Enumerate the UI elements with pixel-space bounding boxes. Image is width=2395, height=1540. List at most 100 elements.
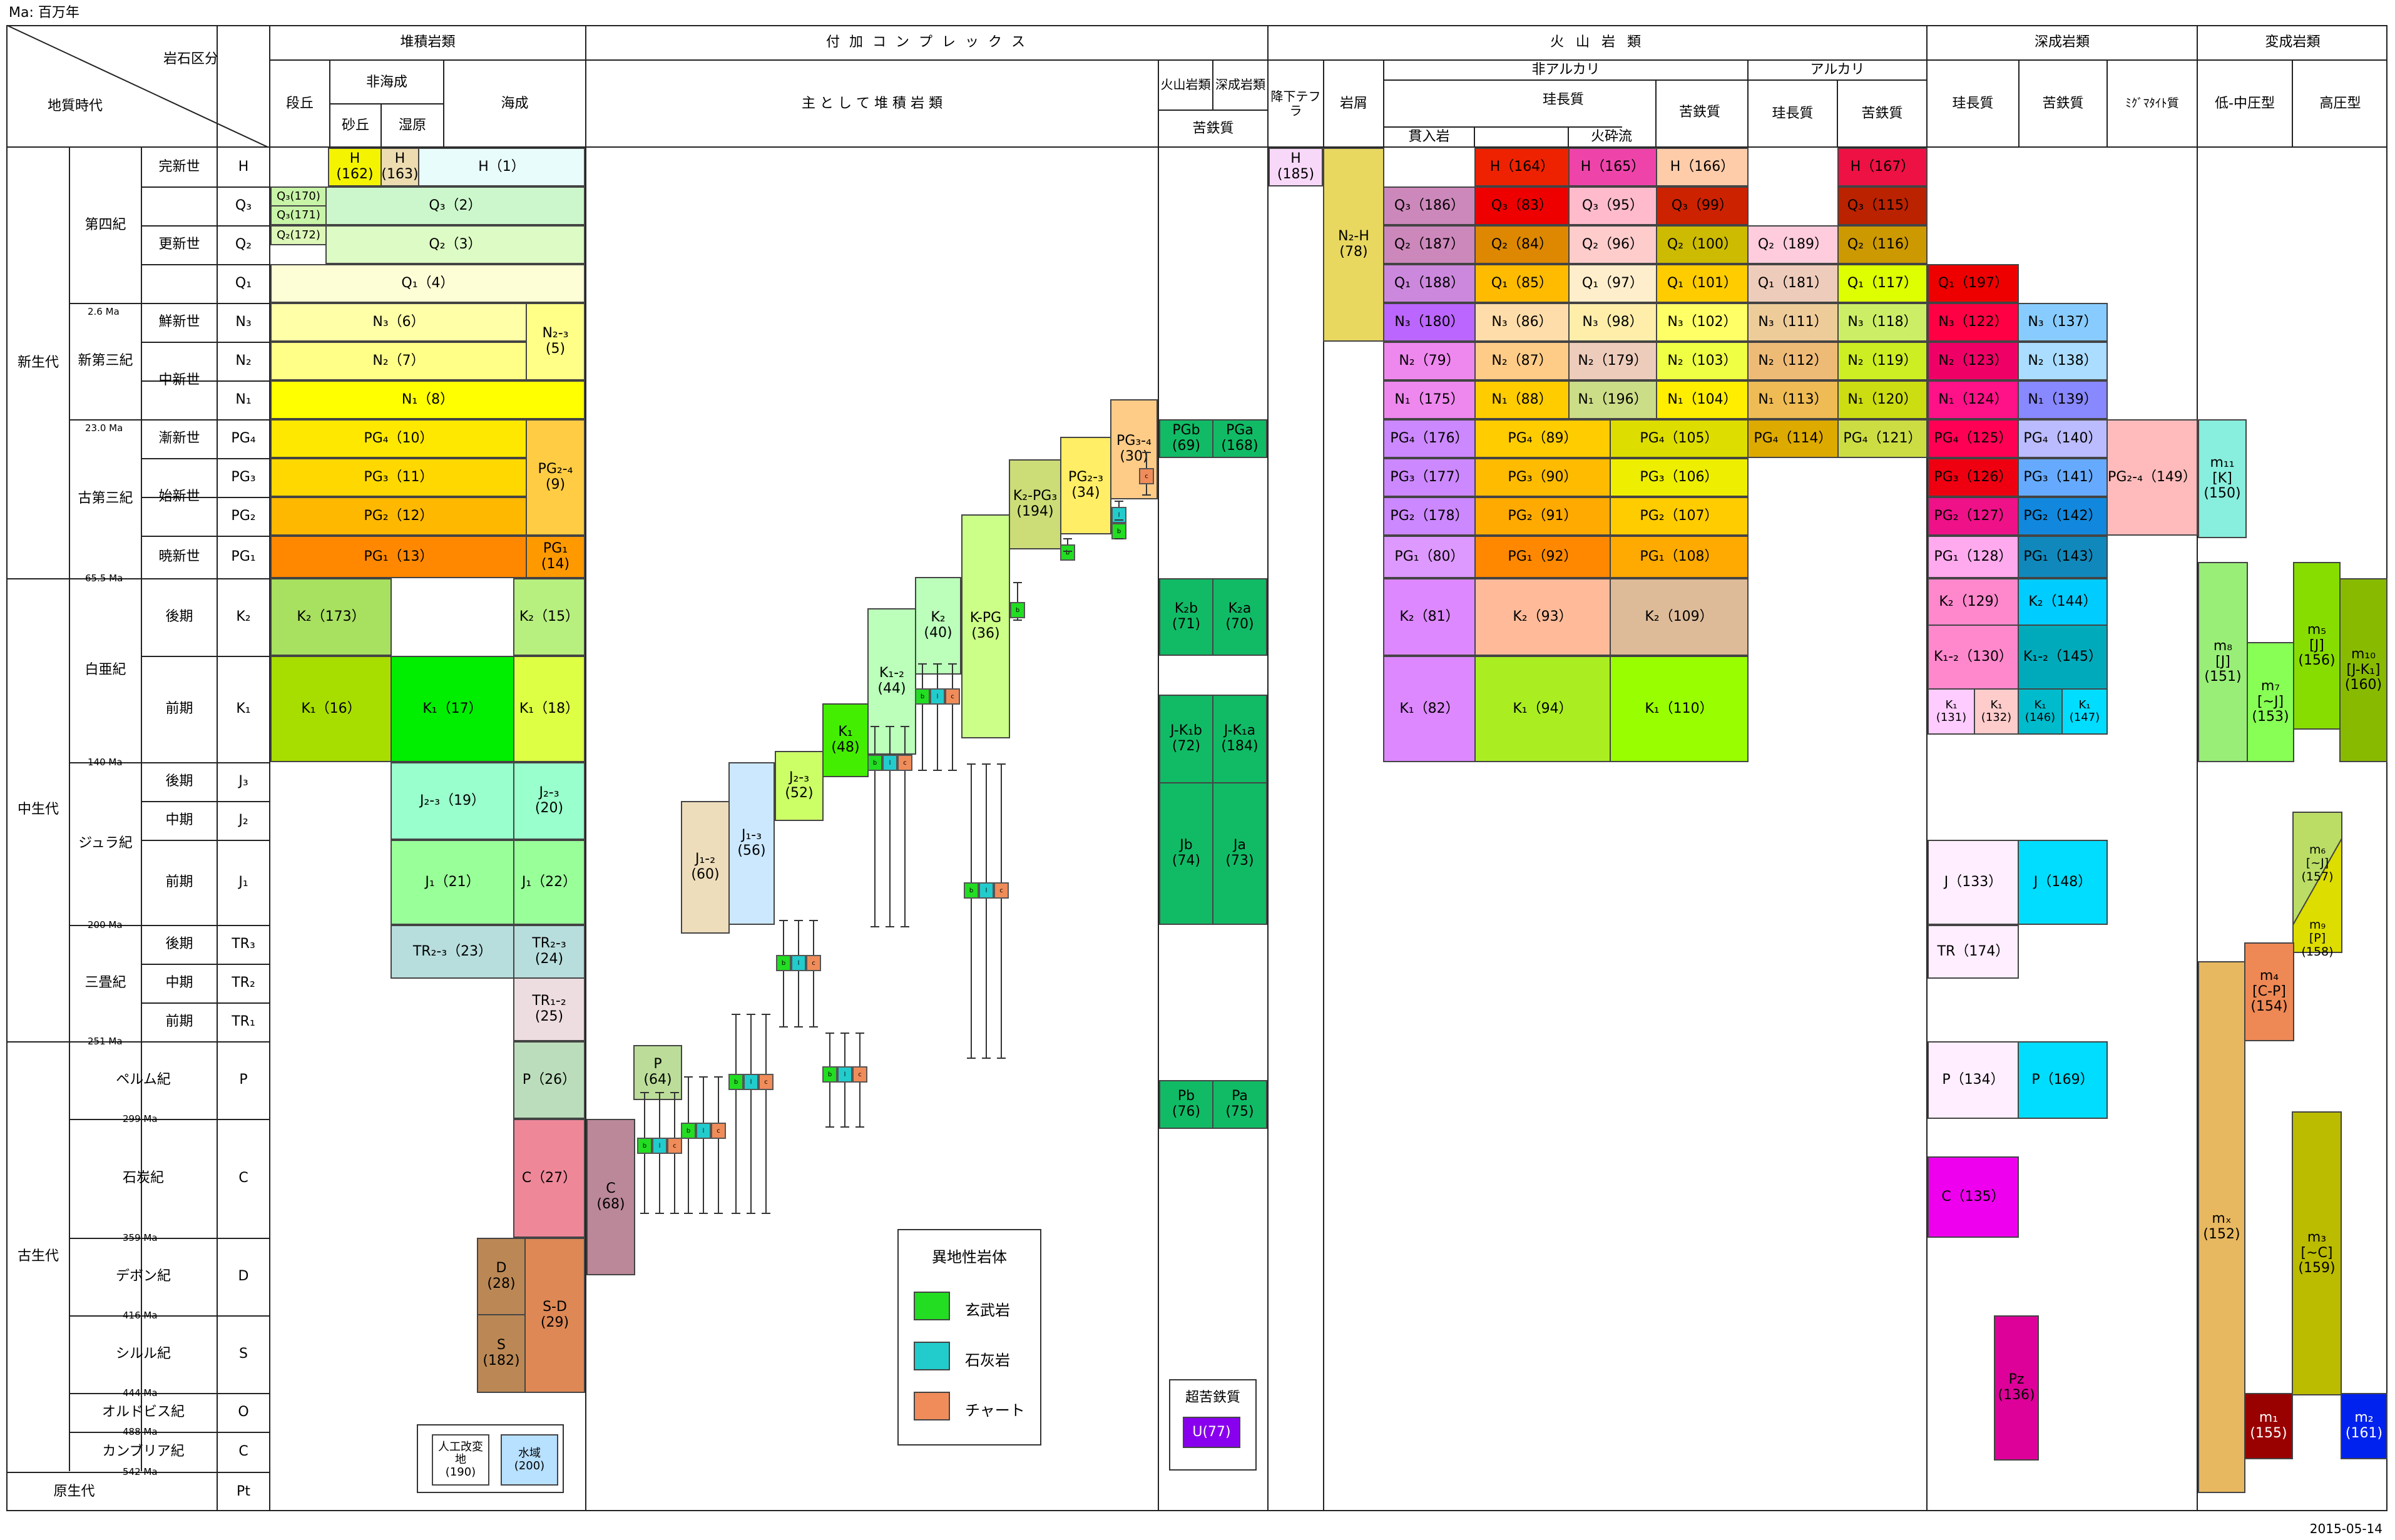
- cell-q3-95: Q₃（95）: [1568, 186, 1657, 225]
- cell-pg4-89: PG₄（89）: [1474, 419, 1611, 458]
- code-q1: Q₁: [235, 275, 252, 292]
- cell-k2pg3-194: K₂-PG₃ (194): [1009, 459, 1061, 549]
- sedimentary-header: 堆積岩類: [400, 34, 456, 51]
- cell-j-133: J（133）: [1928, 840, 2019, 925]
- time-row-line: [6, 1472, 270, 1473]
- col-divider: [141, 148, 142, 1471]
- whisker-cap: [779, 1026, 788, 1028]
- time-row-line: [69, 1238, 270, 1239]
- basalt-block: b: [1111, 523, 1126, 539]
- cell-m2: m₂ (161): [2341, 1393, 2387, 1459]
- cell-pg1-14: PG₁ (14): [526, 536, 585, 578]
- header-diagonal: [6, 25, 269, 148]
- cell-n3-118: N₃（118）: [1837, 303, 1928, 342]
- cell-q1-181: Q₁（181）: [1747, 264, 1839, 303]
- code-j1: J₁: [238, 874, 248, 890]
- cell-pg4-176: PG₄（176）: [1383, 419, 1476, 458]
- cell-q2-172: Q₂(172): [270, 225, 327, 245]
- epoch-holocene: 完新世: [158, 159, 200, 175]
- time-row-line: [69, 1315, 270, 1317]
- whisker-cap: [747, 1213, 755, 1214]
- chert-block: c: [994, 882, 1009, 899]
- range-whisker: [718, 1076, 719, 1213]
- col-divider: [1926, 25, 1928, 1511]
- cell-kpg-36: K-PG (36): [961, 514, 1010, 738]
- col-divider: [585, 25, 586, 1511]
- period-carboniferous: 石炭紀: [122, 1170, 164, 1186]
- cell-j1-22: J₁（22）: [513, 840, 585, 925]
- epoch-early-triassic: 前期: [165, 1014, 193, 1030]
- range-whisker: [703, 1076, 704, 1213]
- whisker-cap: [997, 763, 1006, 765]
- ma-tick: [69, 419, 88, 421]
- cell-k1-18: K₁（18）: [513, 656, 585, 762]
- whisker-cap: [997, 1058, 1006, 1059]
- cell-q3-83: Q₃（83）: [1474, 186, 1570, 225]
- col-divider: [217, 25, 218, 1511]
- plutonic-kind-header: 深成岩類: [1215, 77, 1265, 92]
- whisker-cap: [1013, 620, 1022, 621]
- whisker-cap: [982, 763, 991, 765]
- cell-k1-147: K₁ (147): [2061, 688, 2108, 735]
- cell-pg4-114: PG₄（114）: [1747, 419, 1839, 458]
- cell-q2-96: Q₂（96）: [1568, 225, 1657, 264]
- cell-j12-60: J₁-₂ (60): [681, 801, 730, 934]
- whisker-cap: [982, 1058, 991, 1059]
- cell-s-182: S (182): [477, 1314, 526, 1393]
- legend-limestone-swatch: [914, 1342, 950, 1370]
- whisker-cap: [871, 726, 879, 727]
- cell-q1-97: Q₁（97）: [1568, 264, 1657, 303]
- code-k1: K₁: [236, 701, 251, 717]
- cell-pga-168: PGa (168): [1212, 419, 1267, 458]
- range-whisker: [874, 726, 876, 926]
- plutonic-felsic-header: 珪長質: [1952, 95, 1994, 111]
- acc-mafic-header: 苦鉄質: [1192, 120, 1234, 136]
- whisker-cap: [670, 1213, 679, 1214]
- cell-m8: m₈ [J] (151): [2198, 562, 2248, 762]
- time-row-line: [141, 497, 270, 498]
- cell-h-185: H (185): [1269, 148, 1323, 186]
- col-divider: [2197, 25, 2198, 1511]
- code-o: O: [238, 1404, 249, 1420]
- cell-n2-179: N₂（179）: [1568, 342, 1657, 380]
- whisker-cap: [948, 663, 957, 665]
- cell-jk1a-184: J-K₁a (184): [1212, 695, 1267, 783]
- ultramafic-box: [1169, 1379, 1257, 1471]
- ma-label: 359 Ma: [123, 1232, 158, 1243]
- period-neogene: 新第三紀: [78, 353, 133, 369]
- cell-h-167: H（167）: [1837, 148, 1928, 186]
- whisker-cap: [886, 926, 894, 927]
- range-whisker: [813, 920, 814, 1026]
- legend-basalt-swatch: [914, 1292, 950, 1320]
- cell-k1-132: K₁ (132): [1974, 688, 2019, 735]
- range-whisker: [952, 663, 953, 770]
- col-divider: [1158, 59, 1159, 1511]
- period-ordovician: オルドビス紀: [101, 1404, 185, 1420]
- time-row-line: [141, 840, 270, 841]
- range-whisker: [765, 1014, 767, 1213]
- ma-label: 200 Ma: [88, 919, 123, 931]
- cell-n1-104: N₁（104）: [1656, 380, 1749, 419]
- cell-q2-187: Q₂（187）: [1383, 225, 1476, 264]
- limestone-block: l: [652, 1138, 667, 1154]
- cell-pg4-105: PG₄（105）: [1610, 419, 1749, 458]
- chert-block: c: [711, 1123, 726, 1139]
- whisker-cap: [714, 1076, 723, 1078]
- time-row-line: [69, 1119, 270, 1120]
- whisker-cap: [640, 1213, 649, 1214]
- cell-pg3-141: PG₃（141）: [2018, 458, 2108, 497]
- col-divider: [269, 25, 270, 1511]
- plutonic-mafic-header: 苦鉄質: [2042, 95, 2084, 111]
- whisker-cap: [901, 926, 909, 927]
- period-cambrian: カンブリア紀: [102, 1444, 185, 1460]
- cell-pg34-30: PG₃-₄ (30): [1110, 399, 1158, 499]
- range-whisker: [889, 726, 891, 926]
- cell-h-166: H（166）: [1656, 148, 1749, 186]
- time-row-line: [141, 225, 270, 227]
- time-row-line: [141, 1002, 270, 1004]
- whisker-cap: [1115, 519, 1123, 521]
- cell-k1-82: K₁（82）: [1383, 656, 1476, 762]
- time-row-line: [141, 186, 270, 188]
- cell-k1-94: K₁（94）: [1474, 656, 1611, 762]
- epoch-paleocene: 暁新世: [158, 549, 200, 565]
